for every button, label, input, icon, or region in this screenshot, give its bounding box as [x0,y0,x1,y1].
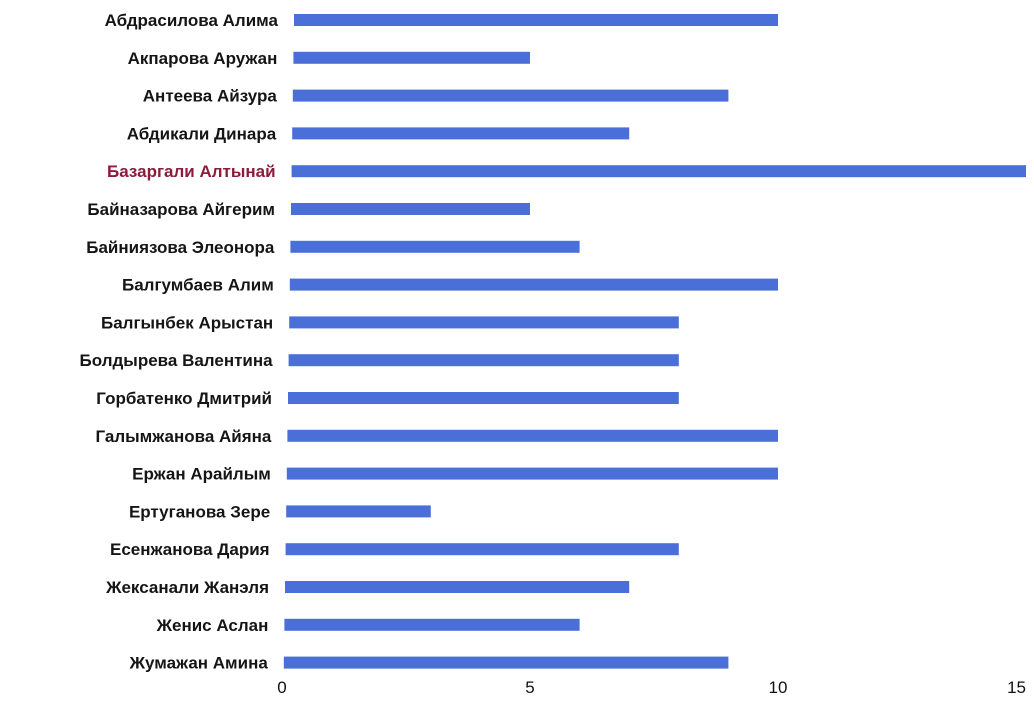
x-tick-label: 10 [769,678,788,696]
bar [287,429,778,442]
category-label: Горбатенко Дмитрий [96,389,272,408]
bar [294,14,778,26]
category-label: Байниязова Элеонора [86,238,275,257]
category-label: Балгумбаев Алим [122,276,274,295]
bar [291,203,530,215]
category-label: Болдырева Валентина [80,351,274,370]
bar [288,392,679,404]
bar [285,581,630,593]
category-label: Балгынбек Арыстан [101,313,273,332]
bar [286,505,431,518]
bar [288,354,679,367]
bar [292,89,729,102]
category-label: Галымжанова Айяна [95,427,271,446]
category-label: Акпарова Аружан [128,49,278,68]
bar [292,127,630,140]
x-axis-ticks: 0 5 10 15 [277,678,1026,697]
bars-group [283,14,1027,669]
category-label: Ержан Арайлым [132,465,271,484]
category-label: Женис Аслан [156,616,269,635]
bar [285,543,679,556]
bar [289,316,679,329]
x-tick-label: 0 [277,678,286,696]
bar [284,618,580,631]
category-label: Абдрасилова Алима [105,11,279,30]
category-label: Байназарова Айгерим [87,200,275,219]
bar [289,278,778,291]
bar [286,467,778,480]
category-label: Базаргали Алтынай [107,162,276,181]
x-tick-label: 15 [1007,678,1026,696]
category-label: Жексанали Жанэля [105,578,269,597]
category-label: Антеева Айзура [143,87,278,106]
category-label: Ертуганова Зере [129,502,270,521]
category-labels: Абдрасилова Алима Акпарова Аружан Антеева … [80,11,279,673]
bar [290,240,580,253]
category-label: Абдикали Динара [127,124,277,143]
category-label: Есенжанова Дария [110,540,270,559]
bar [291,165,1027,178]
category-label: Жумажан Амина [129,654,269,673]
bar [283,656,729,669]
x-tick-label: 5 [525,678,534,696]
bar [293,51,530,64]
